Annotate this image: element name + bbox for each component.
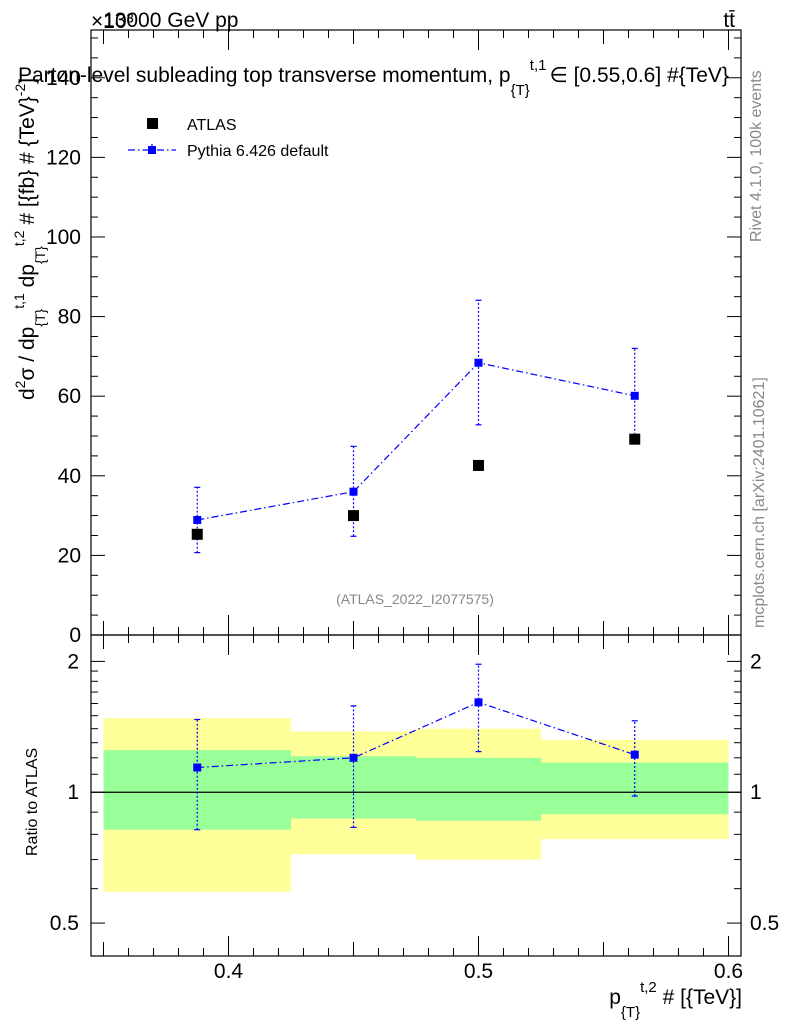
rivet-version-label: Rivet 4.1.0, 100k events <box>748 70 765 242</box>
analysis-watermark: (ATLAS_2022_I2077575) <box>336 591 494 607</box>
pythia-point <box>349 487 358 496</box>
atlas-point <box>191 528 203 540</box>
ratio-y-tick-label-left: 2 <box>67 650 79 673</box>
ratio-plot-frame <box>90 634 742 957</box>
main-y-tick-label: 80 <box>58 306 81 329</box>
legend-pythia-label: Pythia 6.426 default <box>187 143 329 160</box>
energy-label: 13000 GeV pp <box>103 9 238 32</box>
main-y-tick-label: 20 <box>58 544 81 567</box>
ratio-pythia-point <box>193 763 202 772</box>
ratio-y-tick-label-right: 2 <box>750 650 762 673</box>
ratio-pythia-point <box>474 698 483 707</box>
main-y-tick-label: 40 <box>58 465 81 488</box>
pythia-point <box>474 358 483 367</box>
legend-atlas-marker <box>147 118 158 129</box>
process-label: tt̄ <box>723 9 735 32</box>
chart-title: Parton-level subleading top transverse m… <box>18 57 729 99</box>
main-y-tick-label: 140 <box>46 67 81 90</box>
main-y-tick-label: 120 <box>46 146 81 169</box>
ratio-pythia-line <box>197 701 635 769</box>
x-tick-label: 0.4 <box>214 960 244 983</box>
chart-title-sup: t,1 <box>530 57 547 74</box>
main-y-tick-label: 60 <box>58 385 81 408</box>
band-inner-2 <box>416 757 541 821</box>
legend-atlas-label: ATLAS <box>187 117 237 134</box>
exponent-label: ×10³ <box>91 10 134 33</box>
chart-title-tail: ∈ [0.55,0.6] #{TeV} <box>549 64 728 87</box>
ratio-y-tick-label-left: 0.5 <box>50 912 79 935</box>
main-y-axis-label: d2σ / dp{T}t,1 dp{T}t,2 # [{fb} # {TeV}-… <box>11 78 48 400</box>
ratio-y-tick-label-right: 1 <box>750 781 762 804</box>
axis-ticks: 0 20 40 60 80 100 120 140 0.5 0.5 1 1 2 2 0.4 0.5 0.6 <box>46 30 779 983</box>
main-y-tick-label: 0 <box>69 624 81 647</box>
ratio-data-marks <box>193 663 639 831</box>
pythia-point <box>193 515 202 524</box>
ratio-y-tick-label-left: 1 <box>67 781 79 804</box>
ratio-pythia-point <box>349 753 358 762</box>
atlas-point <box>348 510 359 522</box>
mcplots-source-label: mcplots.cern.ch [arXiv:2401.10621] <box>751 377 768 628</box>
band-inner-0 <box>103 750 291 830</box>
legend: ATLAS Pythia 6.426 default <box>128 117 329 160</box>
ratio-y-tick-label-right: 0.5 <box>750 912 779 935</box>
pythia-point <box>630 391 639 400</box>
main-data-marks <box>191 299 641 554</box>
legend-pythia-marker <box>148 146 156 154</box>
ratio-y-axis-label: Ratio to ATLAS <box>24 748 41 856</box>
pythia-line <box>197 362 635 521</box>
ratio-pythia-point <box>630 750 639 759</box>
x-axis-label: p{T}t,2 # [{TeV}] <box>609 979 742 1021</box>
x-tick-label: 0.6 <box>714 960 743 983</box>
chart-title-sub: {T} <box>511 82 530 99</box>
atlas-point <box>629 433 641 445</box>
chart-title-main: Parton-level subleading top transverse m… <box>18 64 511 87</box>
atlas-point <box>473 459 484 471</box>
x-tick-label: 0.5 <box>464 960 493 983</box>
main-y-tick-label: 100 <box>46 226 81 249</box>
